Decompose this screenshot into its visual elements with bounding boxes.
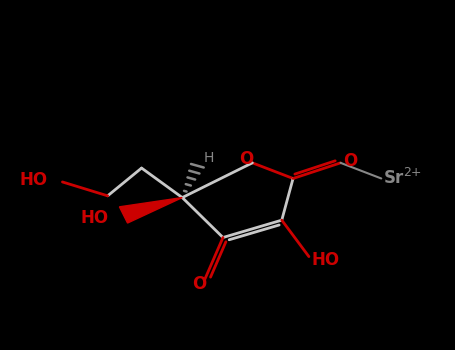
Text: O: O [343,152,357,170]
Text: HO: HO [20,171,48,189]
Text: H: H [204,150,214,164]
Text: 2+: 2+ [403,166,421,179]
Text: Sr: Sr [384,169,404,188]
Text: O: O [239,150,253,168]
Text: HO: HO [311,251,339,269]
Text: O: O [192,275,207,293]
Text: HO: HO [81,209,109,228]
Polygon shape [119,197,182,223]
